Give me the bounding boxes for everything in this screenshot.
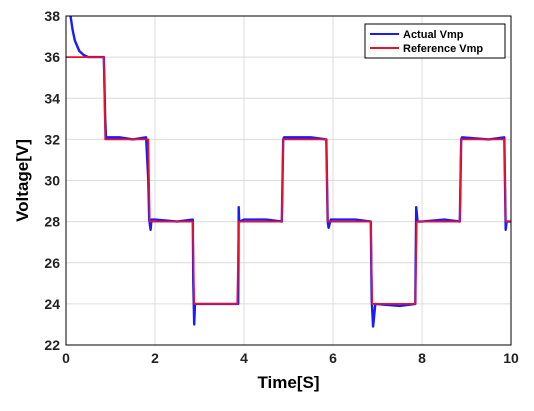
legend-label-reference-vmp: Reference Vmp [403, 43, 483, 55]
y-tick-label: 28 [44, 214, 60, 230]
x-tick-label: 6 [329, 350, 337, 366]
grid [65, 15, 512, 346]
y-tick-label: 38 [44, 8, 60, 24]
series-layer [66, 16, 511, 328]
series-line-reference-vmp [66, 56, 511, 305]
legend: Actual Vmp Reference Vmp [364, 23, 506, 59]
y-axis-label: Voltage[V] [13, 139, 32, 222]
plot-frame [65, 15, 512, 346]
x-tick-label: 10 [503, 350, 519, 366]
y-tick-label: 24 [44, 296, 60, 312]
x-tick-label: 0 [62, 350, 70, 366]
y-tick-label: 22 [44, 337, 60, 353]
x-tick-label: 2 [151, 350, 159, 366]
x-axis-label: Time[S] [257, 373, 319, 392]
legend-label-actual-vmp: Actual Vmp [403, 29, 464, 41]
y-tick-label: 26 [44, 255, 60, 271]
series-line-actual-vmp [69, 16, 511, 328]
x-tick-label: 8 [418, 350, 426, 366]
y-tick-label: 34 [44, 90, 60, 106]
y-tick-label: 30 [44, 173, 60, 189]
x-tick-label: 4 [240, 350, 248, 366]
legend-box [364, 23, 506, 59]
y-tick-label: 32 [44, 131, 60, 147]
y-tick-label: 36 [44, 49, 60, 65]
